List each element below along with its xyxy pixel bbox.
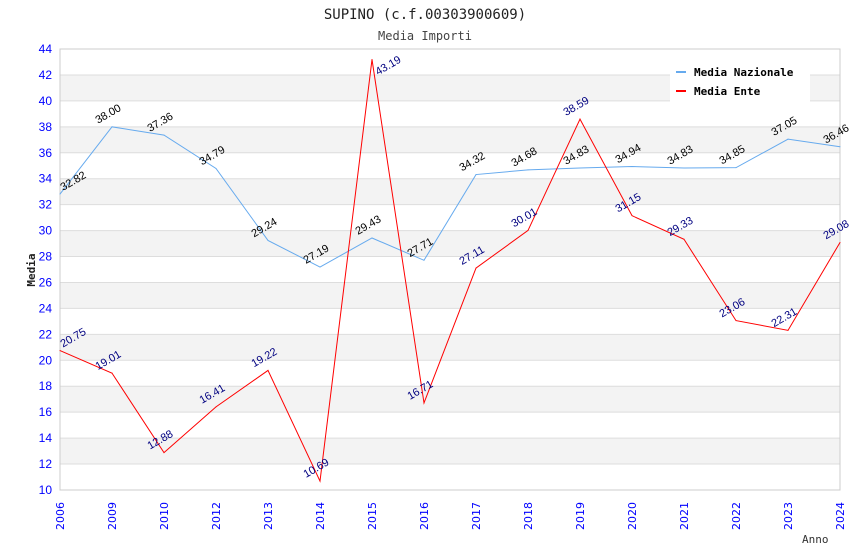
data-point: [371, 237, 373, 239]
y-axis-label: Media: [25, 253, 38, 286]
y-ticks: 10 12 14 16 18 20 22 24 26 28 30 32 34 36 38 40 42 44: [39, 42, 53, 497]
x-tick-label: 2010: [158, 502, 171, 530]
y-tick-label: 36: [39, 146, 53, 160]
y-tick-label: 14: [39, 431, 53, 445]
data-point: [111, 126, 113, 128]
data-label: 34.32: [458, 150, 488, 174]
data-point: [59, 350, 61, 352]
x-tick-label: 2019: [574, 502, 587, 530]
legend-box: [670, 60, 810, 102]
y-tick-label: 20: [39, 353, 53, 367]
y-tick-label: 42: [39, 68, 53, 82]
grid-band: [60, 438, 840, 465]
grid-band: [60, 178, 840, 205]
grid-band: [60, 230, 840, 257]
x-tick-label: 2015: [366, 502, 379, 530]
y-tick-label: 18: [39, 379, 53, 393]
data-point: [59, 193, 61, 195]
grid-band: [60, 282, 840, 309]
grid-band: [60, 334, 840, 361]
legend-label: Media Nazionale: [694, 66, 794, 79]
data-point: [787, 138, 789, 140]
x-axis-label: Anno: [802, 533, 829, 546]
data-point: [527, 229, 529, 231]
data-label: 38.00: [94, 102, 124, 126]
data-point: [163, 452, 165, 454]
x-tick-label: 2013: [262, 502, 275, 530]
grid-bands: [60, 74, 840, 465]
series-line-nazionale: [59, 126, 841, 268]
y-tick-label: 26: [39, 275, 53, 289]
x-tick-label: 2022: [730, 502, 743, 530]
y-tick-label: 38: [39, 120, 53, 134]
y-tick-label: 34: [39, 172, 53, 186]
data-point: [787, 329, 789, 331]
data-point: [267, 239, 269, 241]
data-point: [423, 402, 425, 404]
data-label: 22.31: [770, 306, 800, 330]
x-tick-label: 2020: [626, 502, 639, 530]
data-label: 30.01: [510, 206, 540, 230]
data-point: [735, 167, 737, 169]
data-point: [319, 266, 321, 268]
x-tick-label: 2012: [210, 502, 223, 530]
data-point: [215, 167, 217, 169]
x-tick-label: 2021: [678, 502, 691, 530]
y-tick-label: 40: [39, 94, 53, 108]
series-line-ente: [59, 59, 841, 483]
data-point: [579, 167, 581, 169]
data-point: [371, 59, 373, 61]
y-tick-label: 24: [39, 301, 53, 315]
x-tick-label: 2014: [314, 502, 327, 530]
data-point: [631, 166, 633, 168]
data-point: [839, 146, 841, 148]
x-tick-label: 2009: [106, 502, 119, 530]
data-point: [683, 238, 685, 240]
grid-band: [60, 126, 840, 153]
x-tick-label: 2017: [470, 502, 483, 530]
x-tick-label: 2024: [834, 502, 847, 530]
x-tick-label: 2006: [54, 502, 67, 530]
data-point: [215, 406, 217, 408]
x-tick-label: 2016: [418, 502, 431, 530]
y-tick-label: 44: [39, 42, 53, 56]
data-point: [111, 372, 113, 374]
data-point: [839, 242, 841, 244]
y-tick-label: 12: [39, 457, 53, 471]
y-tick-label: 22: [39, 327, 53, 341]
grid-lines: [60, 48, 840, 491]
chart-title: SUPINO (c.f.00303900609): [324, 7, 526, 23]
data-point: [631, 215, 633, 217]
y-tick-label: 30: [39, 224, 53, 238]
data-point: [735, 320, 737, 322]
data-point: [423, 259, 425, 261]
x-tick-label: 2023: [782, 502, 795, 530]
y-tick-label: 16: [39, 405, 53, 419]
y-tick-label: 32: [39, 198, 53, 212]
data-point: [527, 169, 529, 171]
plot-frame: [59, 48, 841, 491]
data-point: [475, 267, 477, 269]
y-tick-label: 28: [39, 250, 53, 264]
data-point: [683, 167, 685, 169]
x-tick-label: 2018: [522, 502, 535, 530]
series-lines: [59, 59, 841, 483]
chart-subtitle: Media Importi: [378, 29, 472, 43]
legend-label: Media Ente: [694, 85, 761, 98]
data-point: [319, 480, 321, 482]
data-point: [579, 118, 581, 120]
data-point: [163, 134, 165, 136]
data-point: [267, 369, 269, 371]
grid-band: [60, 386, 840, 413]
data-point: [475, 174, 477, 176]
x-ticks: 2006 2009 2010 2012 2013 2014 2015 2016 2017 2018…: [54, 502, 847, 530]
y-tick-label: 10: [39, 483, 53, 497]
legend: Media Nazionale Media Ente: [670, 60, 810, 102]
